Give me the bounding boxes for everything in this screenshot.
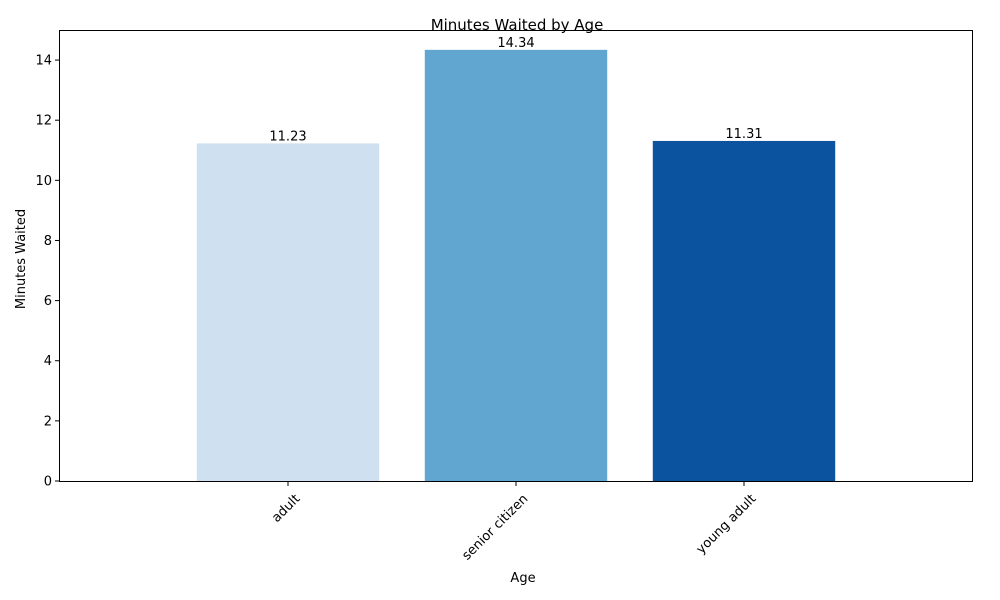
y-tick-label: 4 (44, 354, 52, 369)
y-tick-label: 6 (44, 294, 52, 309)
x-tick-label: adult (269, 492, 303, 526)
x-axis: adult senior citizen young adult (269, 481, 759, 563)
y-tick-label: 2 (44, 414, 52, 429)
y-tick-label: 14 (35, 54, 52, 69)
y-tick-label: 8 (44, 234, 52, 249)
data-labels-group: 11.23 14.34 11.31 (269, 36, 762, 145)
data-label: 11.23 (269, 129, 306, 144)
bar-adult (196, 143, 380, 482)
data-label: 14.34 (497, 36, 534, 51)
bar-senior-citizen (424, 49, 608, 482)
y-tick-label: 10 (35, 174, 52, 189)
bars-group (196, 49, 836, 482)
x-tick-label: senior citizen (459, 492, 531, 564)
bar-young-adult (652, 140, 836, 482)
plot-frame (59, 30, 973, 482)
y-tick-label: 0 (44, 475, 52, 490)
x-tick-label: young adult (694, 492, 760, 558)
y-axis-label: Minutes Waited (14, 209, 29, 309)
chart-title: Minutes Waited by Age (431, 16, 604, 34)
y-tick-label: 12 (35, 114, 52, 129)
y-axis: 0 2 4 6 8 10 12 14 (35, 54, 60, 490)
data-label: 11.31 (725, 127, 762, 142)
x-axis-label: Age (510, 571, 535, 586)
